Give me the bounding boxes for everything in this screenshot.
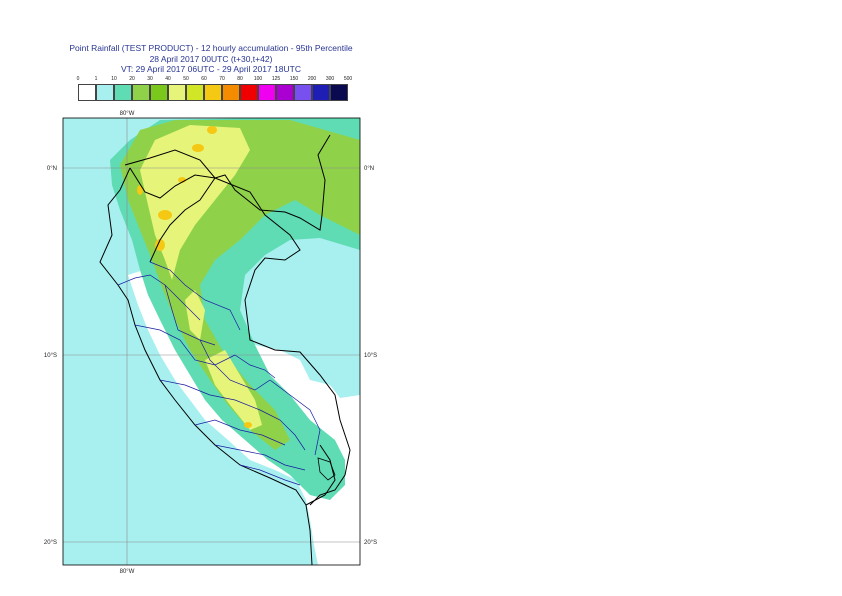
map-frame <box>62 117 361 566</box>
legend-swatch <box>222 84 240 101</box>
legend-tick-label: 70 <box>219 76 225 82</box>
valid-time: VT: 29 April 2017 06UTC - 29 April 2017 … <box>120 64 301 74</box>
legend-tick-label: 150 <box>289 76 299 82</box>
legend-tick-label: 10 <box>111 76 117 82</box>
map-title: Point Rainfall (TEST PRODUCT) - 12 hourl… <box>69 43 353 53</box>
legend-tick-label: 125 <box>271 76 281 82</box>
lon-label-bottom: 80°W <box>120 569 135 575</box>
lat-label-right: 0°N <box>364 166 374 172</box>
legend-tick-label: 50 <box>183 76 189 82</box>
peru-brazil-border <box>214 177 351 506</box>
lat-label-right: 10°S <box>364 353 377 359</box>
legend-swatch <box>168 84 186 101</box>
legend-swatch <box>132 84 150 101</box>
region-boundaries <box>117 261 321 486</box>
bolivia-border <box>305 444 336 506</box>
heavy-rain-area <box>140 125 250 280</box>
legend-tick-label: 80 <box>237 76 243 82</box>
legend-tick-label: 200 <box>307 76 317 82</box>
legend-tick-label: 20 <box>129 76 135 82</box>
legend-tick-label: 40 <box>165 76 171 82</box>
legend-swatch <box>204 84 222 101</box>
legend-swatch <box>294 84 312 101</box>
legend-tick-label: 300 <box>325 76 335 82</box>
lat-label-left: 0°N <box>47 166 57 172</box>
legend-tick-label: 0 <box>76 76 80 82</box>
run-time: 28 April 2017 00UTC (t+30,t+42) <box>149 54 273 64</box>
legend-tick-label: 1 <box>94 76 98 82</box>
legend-tick-label: 500 <box>343 76 353 82</box>
legend-swatch <box>276 84 294 101</box>
legend-swatch <box>258 84 276 101</box>
legend-tick-label: 30 <box>147 76 153 82</box>
lat-label-left: 20°S <box>44 540 57 546</box>
legend-swatch <box>240 84 258 101</box>
lake-titicaca <box>317 457 336 481</box>
legend-swatch <box>78 84 96 101</box>
lon-label-top: 80°W <box>120 111 135 117</box>
legend-tick-label: 60 <box>201 76 207 82</box>
legend-swatch <box>186 84 204 101</box>
color-legend: 0 1 10 20 30 40 50 60 70 80 100 125 150 200 300 500 <box>76 76 352 102</box>
lat-label-right: 20°S <box>364 540 377 546</box>
legend-swatch <box>330 84 348 101</box>
legend-tick-label: 100 <box>253 76 263 82</box>
colombia-border <box>124 134 331 231</box>
legend-swatch <box>96 84 114 101</box>
legend-swatch <box>312 84 330 101</box>
legend-swatch <box>114 84 132 101</box>
lat-label-left: 10°S <box>44 353 57 359</box>
legend-swatch <box>150 84 168 101</box>
